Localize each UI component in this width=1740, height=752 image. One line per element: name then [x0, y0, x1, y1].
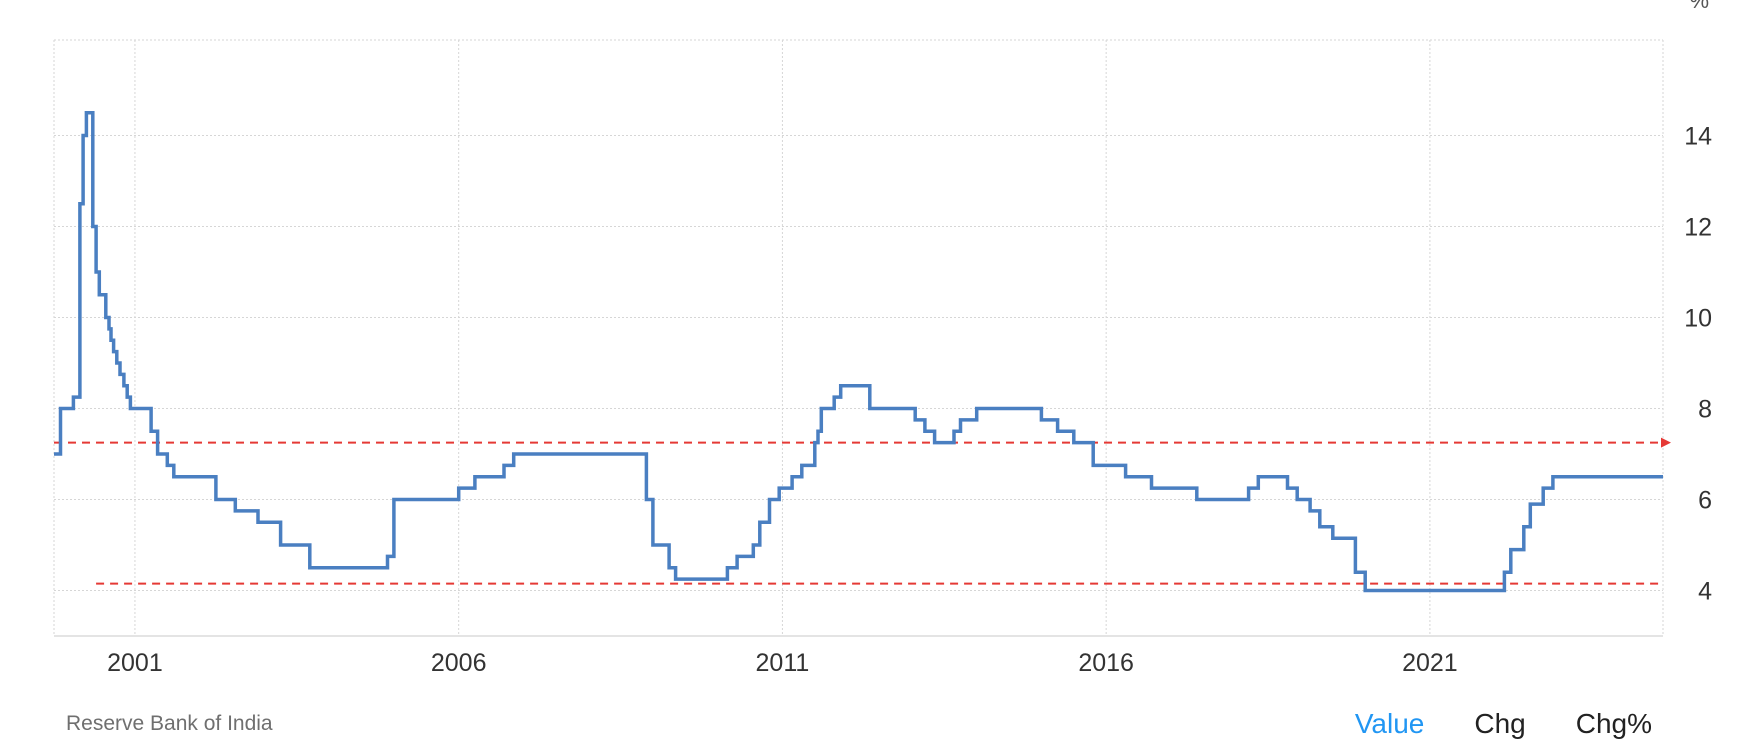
x-axis-labels: 2001 2006 2011 2016 2021: [107, 649, 1458, 677]
x-tick-label: 2016: [1078, 649, 1134, 677]
y-tick-label: 14: [1684, 123, 1712, 151]
x-tick-label: 2021: [1402, 649, 1458, 677]
x-tick-label: 2006: [431, 649, 487, 677]
x-tick-label: 2001: [107, 649, 163, 677]
series-line: [54, 111, 1663, 593]
y-axis-labels: 4 6 8 10 12 14: [1684, 123, 1712, 606]
y-tick-label: 6: [1698, 487, 1712, 515]
tab-chg[interactable]: Chg: [1474, 708, 1526, 739]
unit-label: %: [1689, 0, 1709, 13]
y-tick-label: 8: [1698, 396, 1712, 424]
tab-value[interactable]: Value: [1354, 708, 1425, 739]
source-label[interactable]: Reserve Bank of India: [66, 712, 273, 735]
y-tick-label: 12: [1684, 214, 1712, 242]
x-tick-label: 2011: [756, 649, 810, 677]
tab-chg-percent[interactable]: Chg%: [1575, 708, 1652, 739]
chart-canvas: 2001 2006 2011 2016 2021 4 6 8 10 12 14 %: [53, 0, 1712, 677]
reference-lines: [54, 437, 1671, 585]
y-tick-label: 4: [1698, 578, 1712, 606]
reference-arrow-marker: [1661, 437, 1671, 448]
view-tabs: Value Chg Chg%: [1355, 708, 1652, 740]
y-tick-label: 10: [1684, 305, 1712, 333]
